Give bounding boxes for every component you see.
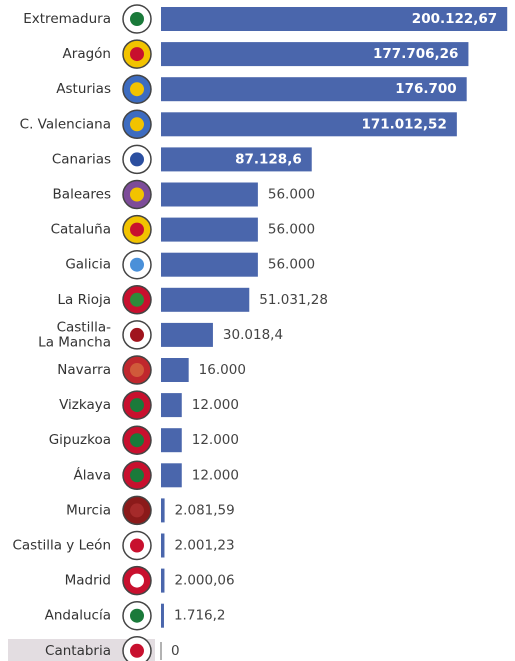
flag-emblem [130, 503, 144, 518]
bar [161, 393, 182, 418]
flag-emblem [130, 82, 144, 97]
bar [161, 287, 250, 312]
bar [161, 147, 312, 172]
value-label: 2.001,23 [174, 538, 234, 554]
category-label: Álava [73, 466, 111, 483]
flag-emblem [130, 398, 144, 413]
category-label: Cataluña [51, 222, 111, 238]
bar [161, 463, 182, 488]
bar [161, 182, 258, 207]
category-label: La Rioja [58, 292, 112, 308]
category-label: Asturias [56, 81, 111, 97]
bar [161, 77, 467, 102]
value-label: 12.000 [192, 432, 239, 448]
value-label: 16.000 [199, 362, 246, 378]
category-label: Andalucía [45, 608, 111, 624]
flag-emblem [130, 292, 144, 307]
flag-emblem [130, 573, 144, 588]
flag-emblem [130, 327, 144, 342]
value-label: 0 [171, 643, 180, 659]
bar [161, 533, 165, 558]
bar [161, 42, 469, 67]
flag-emblem [130, 152, 144, 167]
flag-emblem [130, 47, 144, 62]
value-label: 2.081,59 [175, 502, 235, 518]
category-label: Navarra [57, 362, 111, 378]
value-label: 2.000,06 [174, 573, 234, 589]
category-label: Vizkaya [59, 397, 111, 413]
bar [161, 217, 258, 242]
category-label: Gipuzkoa [49, 432, 111, 448]
flag-emblem [130, 117, 144, 132]
bar [161, 7, 508, 31]
value-label: 87.128,6 [235, 151, 302, 167]
category-label: Extremadura [23, 11, 111, 27]
value-label: 1.716,2 [174, 608, 226, 624]
value-label: 176.700 [395, 81, 457, 97]
category-label: Canarias [52, 151, 111, 167]
bar [161, 428, 182, 453]
bar [161, 498, 165, 523]
category-label: C. Valenciana [20, 116, 111, 132]
category-label: Murcia [66, 502, 111, 518]
highlight [8, 639, 155, 661]
flag-emblem [130, 538, 144, 553]
bar [161, 112, 457, 137]
bar [161, 568, 165, 593]
flag-emblem [130, 12, 144, 26]
value-label: 200.122,67 [412, 11, 497, 27]
flag-emblem [130, 363, 144, 377]
value-label: 30.018,4 [223, 327, 283, 343]
bar [161, 322, 213, 347]
category-label: Aragón [63, 46, 111, 62]
value-label: 177.706,26 [373, 46, 458, 62]
bar [161, 603, 164, 628]
flag-emblem [130, 222, 144, 237]
category-label: Cantabria [45, 643, 111, 659]
value-label: 56.000 [268, 187, 315, 203]
category-label: Galicia [65, 257, 111, 273]
value-label: 171.012,52 [361, 116, 446, 132]
value-label: 12.000 [192, 467, 239, 483]
flag-emblem [130, 187, 144, 202]
bar [161, 252, 258, 277]
flag-emblem [130, 433, 144, 448]
category-label: Castilla y León [12, 538, 111, 554]
flag-emblem [130, 608, 144, 623]
bar [161, 358, 189, 382]
category-label: Baleares [53, 187, 111, 203]
value-label: 12.000 [192, 397, 239, 413]
flag-emblem [130, 257, 144, 272]
category-label: Madrid [65, 573, 111, 589]
value-label: 56.000 [268, 222, 315, 238]
flag-emblem [130, 468, 144, 483]
category-label: Castilla-La Mancha [38, 319, 111, 350]
flag-emblem [130, 643, 144, 658]
value-label: 56.000 [268, 257, 315, 273]
value-label: 51.031,28 [259, 292, 328, 308]
